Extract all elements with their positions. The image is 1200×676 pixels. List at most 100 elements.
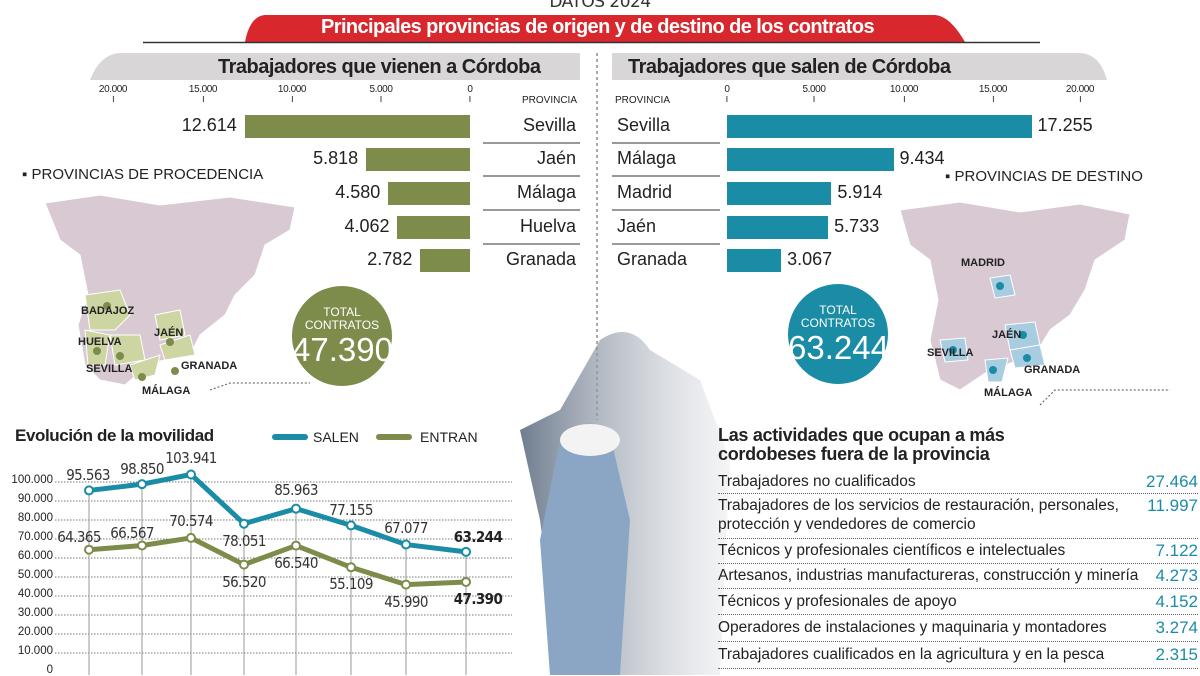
- province-name: Málaga: [516, 182, 576, 202]
- activity-row: Operadores de instalaciones y maquinaria…: [718, 618, 1198, 642]
- data-point: [239, 518, 249, 529]
- activity-row: Trabajadores no cualificados 27.464: [718, 472, 1198, 494]
- province-name: Jaén: [617, 216, 657, 236]
- map-label-huelva: HUELVA: [78, 336, 122, 348]
- left-provincia-header: PROVINCIA: [522, 95, 578, 106]
- data-point: [291, 540, 301, 551]
- line-chart: [55, 469, 512, 675]
- activity-value: 11.997: [1147, 496, 1198, 515]
- worker-photo: [520, 332, 730, 675]
- data-point: [186, 469, 196, 480]
- activity-value: 7.122: [1155, 541, 1198, 560]
- data-label: 64.365: [57, 527, 101, 546]
- province-name: Málaga: [617, 148, 677, 168]
- bar-value: 12.614: [181, 115, 237, 135]
- map-label-jaen: JAÉN: [154, 327, 184, 339]
- data-point: [461, 576, 471, 587]
- activity-row: Técnicos y profesionales científicos e i…: [718, 541, 1198, 564]
- x-tick-label: 5.000: [369, 84, 392, 102]
- y-tick-label: 10.000: [17, 645, 53, 657]
- banner-shape: [143, 15, 1040, 44]
- map-label-sevilla: SEVILLA: [927, 347, 974, 359]
- activity-value: 4.273: [1155, 566, 1198, 585]
- procedencia-map: [44, 194, 310, 391]
- activity-row: Trabajadores de los servicios de restaur…: [718, 496, 1198, 539]
- banner-title: Principales provincias de origen y de de…: [321, 16, 875, 38]
- map-label-sevilla: SEVILLA: [86, 363, 133, 375]
- province-name: Granada: [505, 249, 576, 269]
- data-point: [291, 503, 301, 514]
- x-tick-label: 15.000: [189, 84, 218, 102]
- map-label-malaga: MÁLAGA: [984, 387, 1033, 399]
- data-label: 67.077: [384, 518, 428, 537]
- data-point: [84, 485, 94, 496]
- data-label: 85.963: [274, 480, 318, 499]
- province-name: Granada: [617, 249, 688, 269]
- bar-value: 5.818: [313, 148, 359, 168]
- square-bullet-icon: ▪: [22, 166, 32, 183]
- activity-label: Técnicos y profesionales de apoyo: [718, 593, 957, 610]
- x-tick-label: 0: [467, 84, 473, 102]
- x-tick-label: 5.000: [802, 84, 825, 102]
- map-label-madrid: MADRID: [961, 257, 1005, 269]
- line-chart-title: Evolución de la movilidad: [15, 426, 214, 445]
- data-point: [239, 559, 249, 570]
- y-tick-label: 40.000: [17, 588, 53, 600]
- x-tick-label: 15.000: [979, 84, 1008, 102]
- data-label: 56.520: [222, 572, 266, 591]
- y-tick-label: 80.000: [17, 512, 53, 524]
- y-tick-label: 90.000: [17, 493, 53, 505]
- data-label: 47.390: [453, 589, 503, 608]
- map-label-granada: GRANADA: [1024, 364, 1081, 376]
- data-point: [401, 539, 411, 550]
- data-point: [346, 520, 356, 531]
- bar-out-granada: [727, 249, 782, 272]
- data-label: 103.941: [165, 448, 217, 467]
- bar-value: 5.914: [837, 182, 883, 202]
- data-year: DATOS 2024: [549, 0, 651, 12]
- x-tick-label: 0: [724, 84, 730, 102]
- data-point: [186, 532, 196, 543]
- total-label: TOTAL CONTRATOS: [304, 305, 380, 332]
- destino-label: PROVINCIAS DE DESTINO: [954, 168, 1143, 185]
- series-line-salen: [88, 472, 467, 555]
- total-value: 63.244: [788, 329, 889, 366]
- y-tick-label: 70.000: [17, 531, 53, 543]
- x-tick-label: 10.000: [278, 84, 307, 102]
- bar-in-málaga: [388, 182, 470, 205]
- province-name: Sevilla: [617, 115, 671, 135]
- total-value: 47.390: [292, 331, 393, 368]
- bar-out-sevilla: [727, 115, 1032, 138]
- bar-value: 5.733: [834, 216, 880, 236]
- bar-value: 4.580: [335, 182, 381, 202]
- bar-value: 17.255: [1037, 115, 1093, 135]
- bar-out-madrid: [727, 182, 832, 205]
- right-provincia-header: PROVINCIA: [615, 95, 671, 106]
- activity-row: Técnicos y profesionales de apoyo 4.152: [718, 592, 1198, 615]
- total-contracts-out: TOTAL CONTRATOS 63.244: [788, 284, 889, 384]
- data-label: 63.244: [453, 527, 503, 546]
- activity-label: Trabajadores cualificados en la agricult…: [718, 646, 1105, 663]
- y-tick-label: 0: [46, 664, 53, 676]
- map-label-jaen: JAÉN: [992, 329, 1022, 341]
- map-label-malaga: MÁLAGA: [142, 385, 191, 397]
- x-tick-label: 20.000: [99, 84, 128, 102]
- bar-out-málaga: [727, 148, 894, 171]
- activity-row: Artesanos, industrias manufactureras, co…: [718, 566, 1198, 589]
- left-chart-title: Trabajadores que vienen a Córdoba: [218, 56, 541, 78]
- activity-value: 27.464: [1146, 472, 1198, 491]
- total-label: TOTAL CONTRATOS: [800, 303, 876, 330]
- data-label: 70.574: [169, 511, 213, 530]
- bar-value: 3.067: [787, 249, 833, 269]
- activity-value: 3.274: [1155, 618, 1198, 637]
- map-label-badajoz: BADAJOZ: [81, 305, 135, 317]
- activity-label: Operadores de instalaciones y maquinaria…: [718, 619, 1107, 636]
- activity-value: 2.315: [1155, 645, 1198, 664]
- legend-entran-swatch: [376, 434, 412, 440]
- activity-label: Técnicos y profesionales científicos e i…: [718, 542, 1066, 559]
- destino-map: [899, 201, 1170, 406]
- data-point: [461, 546, 471, 557]
- activity-value: 4.152: [1155, 592, 1198, 611]
- section-backgrounds: [90, 53, 1107, 420]
- data-point: [346, 562, 356, 573]
